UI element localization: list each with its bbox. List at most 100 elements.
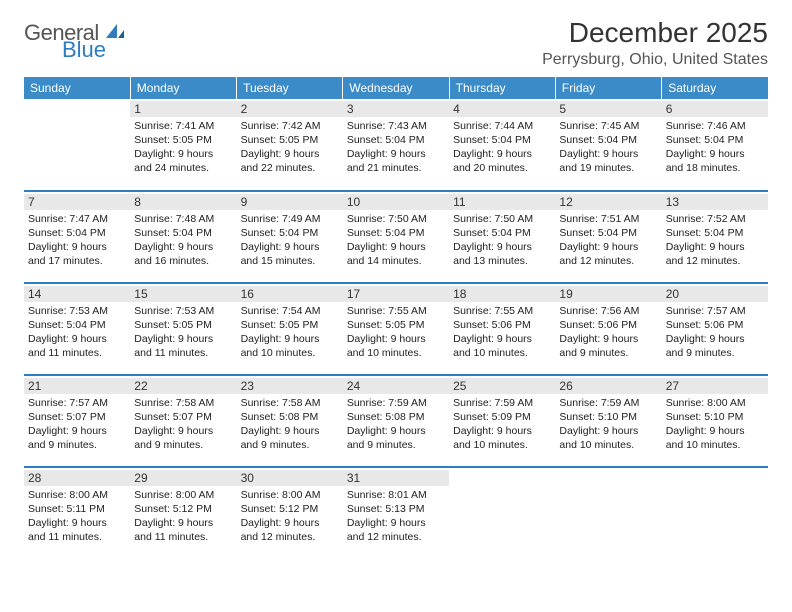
calendar-week: 14 Sunrise: 7:53 AMSunset: 5:04 PMDayligh…	[24, 283, 768, 375]
calendar-cell: 28 Sunrise: 8:00 AMSunset: 5:11 PMDayligh…	[24, 467, 130, 559]
calendar-cell	[662, 467, 768, 559]
day-number: 9	[237, 194, 343, 210]
day-number: 2	[237, 101, 343, 117]
day-number: 24	[343, 378, 449, 394]
calendar-cell: 9 Sunrise: 7:49 AMSunset: 5:04 PMDaylight…	[237, 191, 343, 283]
day-number: 25	[449, 378, 555, 394]
day-number: 23	[237, 378, 343, 394]
calendar-cell: 14 Sunrise: 7:53 AMSunset: 5:04 PMDayligh…	[24, 283, 130, 375]
calendar-body: 1Sunrise: 7:41 AMSunset: 5:05 PMDaylight…	[24, 99, 768, 559]
calendar-cell: 5Sunrise: 7:45 AMSunset: 5:04 PMDaylight…	[555, 99, 661, 191]
calendar-cell: 16 Sunrise: 7:54 AMSunset: 5:05 PMDayligh…	[237, 283, 343, 375]
month-title: December 2025	[542, 18, 768, 49]
day-number: 21	[24, 378, 130, 394]
logo-sail-icon	[104, 22, 126, 45]
day-number: 28	[24, 470, 130, 486]
calendar-cell	[449, 467, 555, 559]
day-header: Monday	[130, 77, 236, 99]
day-details: Sunrise: 8:00 AMSunset: 5:12 PMDaylight:…	[241, 488, 339, 545]
day-details: Sunrise: 7:43 AMSunset: 5:04 PMDaylight:…	[347, 119, 445, 176]
calendar-week: 7 Sunrise: 7:47 AMSunset: 5:04 PMDaylight…	[24, 191, 768, 283]
day-details: Sunrise: 8:00 AMSunset: 5:10 PMDaylight:…	[666, 396, 764, 453]
day-number: 6	[662, 101, 768, 117]
calendar-cell: 20Sunrise: 7:57 AMSunset: 5:06 PMDayligh…	[662, 283, 768, 375]
title-block: December 2025 Perrysburg, Ohio, United S…	[542, 18, 768, 69]
day-number: 16	[237, 286, 343, 302]
day-number: 3	[343, 101, 449, 117]
day-details: Sunrise: 7:59 AMSunset: 5:09 PMDaylight:…	[453, 396, 551, 453]
day-details: Sunrise: 7:57 AMSunset: 5:07 PMDaylight:…	[28, 396, 126, 453]
calendar-week: 1Sunrise: 7:41 AMSunset: 5:05 PMDaylight…	[24, 99, 768, 191]
day-number: 30	[237, 470, 343, 486]
calendar-page: General December 2025 Perrysburg, Ohio, …	[0, 0, 792, 571]
day-details: Sunrise: 7:50 AMSunset: 5:04 PMDaylight:…	[347, 212, 445, 269]
day-number: 11	[449, 194, 555, 210]
calendar-cell: 24Sunrise: 7:59 AMSunset: 5:08 PMDayligh…	[343, 375, 449, 467]
calendar-cell: 3 Sunrise: 7:43 AMSunset: 5:04 PMDaylight…	[343, 99, 449, 191]
calendar-cell: 29 Sunrise: 8:00 AMSunset: 5:12 PMDayligh…	[130, 467, 236, 559]
calendar-week: 28 Sunrise: 8:00 AMSunset: 5:11 PMDayligh…	[24, 467, 768, 559]
day-details: Sunrise: 7:46 AMSunset: 5:04 PMDaylight:…	[666, 119, 764, 176]
day-details: Sunrise: 7:56 AMSunset: 5:06 PMDaylight:…	[559, 304, 657, 361]
day-details: Sunrise: 7:48 AMSunset: 5:04 PMDaylight:…	[134, 212, 232, 269]
day-details: Sunrise: 7:49 AMSunset: 5:04 PMDaylight:…	[241, 212, 339, 269]
calendar-cell: 2 Sunrise: 7:42 AMSunset: 5:05 PMDaylight…	[237, 99, 343, 191]
calendar-cell: 8Sunrise: 7:48 AMSunset: 5:04 PMDaylight…	[130, 191, 236, 283]
day-details: Sunrise: 7:54 AMSunset: 5:05 PMDaylight:…	[241, 304, 339, 361]
day-number: 18	[449, 286, 555, 302]
day-number: 14	[24, 286, 130, 302]
calendar-cell: 7 Sunrise: 7:47 AMSunset: 5:04 PMDaylight…	[24, 191, 130, 283]
day-number: 7	[24, 194, 130, 210]
day-details: Sunrise: 7:45 AMSunset: 5:04 PMDaylight:…	[559, 119, 657, 176]
day-number: 1	[130, 101, 236, 117]
calendar-cell: 10 Sunrise: 7:50 AMSunset: 5:04 PMDayligh…	[343, 191, 449, 283]
logo-word2: Blue	[62, 37, 106, 63]
calendar-table: SundayMondayTuesdayWednesdayThursdayFrid…	[24, 77, 768, 559]
calendar-cell: 30 Sunrise: 8:00 AMSunset: 5:12 PMDayligh…	[237, 467, 343, 559]
day-details: Sunrise: 7:51 AMSunset: 5:04 PMDaylight:…	[559, 212, 657, 269]
day-number: 15	[130, 286, 236, 302]
day-number: 22	[130, 378, 236, 394]
day-details: Sunrise: 7:53 AMSunset: 5:04 PMDaylight:…	[28, 304, 126, 361]
day-details: Sunrise: 7:58 AMSunset: 5:08 PMDaylight:…	[241, 396, 339, 453]
day-number: 29	[130, 470, 236, 486]
day-details: Sunrise: 7:52 AMSunset: 5:04 PMDaylight:…	[666, 212, 764, 269]
calendar-cell: 12 Sunrise: 7:51 AMSunset: 5:04 PMDayligh…	[555, 191, 661, 283]
day-details: Sunrise: 7:59 AMSunset: 5:10 PMDaylight:…	[559, 396, 657, 453]
calendar-cell: 26 Sunrise: 7:59 AMSunset: 5:10 PMDayligh…	[555, 375, 661, 467]
day-header: Thursday	[449, 77, 555, 99]
calendar-cell: 31 Sunrise: 8:01 AMSunset: 5:13 PMDayligh…	[343, 467, 449, 559]
day-details: Sunrise: 7:57 AMSunset: 5:06 PMDaylight:…	[666, 304, 764, 361]
calendar-cell: 13Sunrise: 7:52 AMSunset: 5:04 PMDayligh…	[662, 191, 768, 283]
day-header: Wednesday	[343, 77, 449, 99]
calendar-cell: 6 Sunrise: 7:46 AMSunset: 5:04 PMDaylight…	[662, 99, 768, 191]
location: Perrysburg, Ohio, United States	[542, 51, 768, 69]
day-number: 4	[449, 101, 555, 117]
calendar-cell: 21 Sunrise: 7:57 AMSunset: 5:07 PMDayligh…	[24, 375, 130, 467]
calendar-week: 21 Sunrise: 7:57 AMSunset: 5:07 PMDayligh…	[24, 375, 768, 467]
calendar-cell: 19 Sunrise: 7:56 AMSunset: 5:06 PMDayligh…	[555, 283, 661, 375]
day-number: 19	[555, 286, 661, 302]
day-details: Sunrise: 8:00 AMSunset: 5:11 PMDaylight:…	[28, 488, 126, 545]
day-header: Sunday	[24, 77, 130, 99]
day-header: Tuesday	[237, 77, 343, 99]
calendar-head: SundayMondayTuesdayWednesdayThursdayFrid…	[24, 77, 768, 99]
calendar-cell: 11 Sunrise: 7:50 AMSunset: 5:04 PMDayligh…	[449, 191, 555, 283]
day-details: Sunrise: 8:00 AMSunset: 5:12 PMDaylight:…	[134, 488, 232, 545]
day-details: Sunrise: 7:47 AMSunset: 5:04 PMDaylight:…	[28, 212, 126, 269]
calendar-cell: 22Sunrise: 7:58 AMSunset: 5:07 PMDayligh…	[130, 375, 236, 467]
calendar-cell: 4 Sunrise: 7:44 AMSunset: 5:04 PMDaylight…	[449, 99, 555, 191]
day-number: 10	[343, 194, 449, 210]
day-details: Sunrise: 7:50 AMSunset: 5:04 PMDaylight:…	[453, 212, 551, 269]
day-details: Sunrise: 7:44 AMSunset: 5:04 PMDaylight:…	[453, 119, 551, 176]
calendar-cell: 18Sunrise: 7:55 AMSunset: 5:06 PMDayligh…	[449, 283, 555, 375]
day-number: 31	[343, 470, 449, 486]
day-header: Saturday	[662, 77, 768, 99]
day-number: 26	[555, 378, 661, 394]
calendar-cell: 23 Sunrise: 7:58 AMSunset: 5:08 PMDayligh…	[237, 375, 343, 467]
day-details: Sunrise: 7:42 AMSunset: 5:05 PMDaylight:…	[241, 119, 339, 176]
day-number: 12	[555, 194, 661, 210]
day-details: Sunrise: 7:55 AMSunset: 5:05 PMDaylight:…	[347, 304, 445, 361]
day-details: Sunrise: 8:01 AMSunset: 5:13 PMDaylight:…	[347, 488, 445, 545]
calendar-cell: 1Sunrise: 7:41 AMSunset: 5:05 PMDaylight…	[130, 99, 236, 191]
